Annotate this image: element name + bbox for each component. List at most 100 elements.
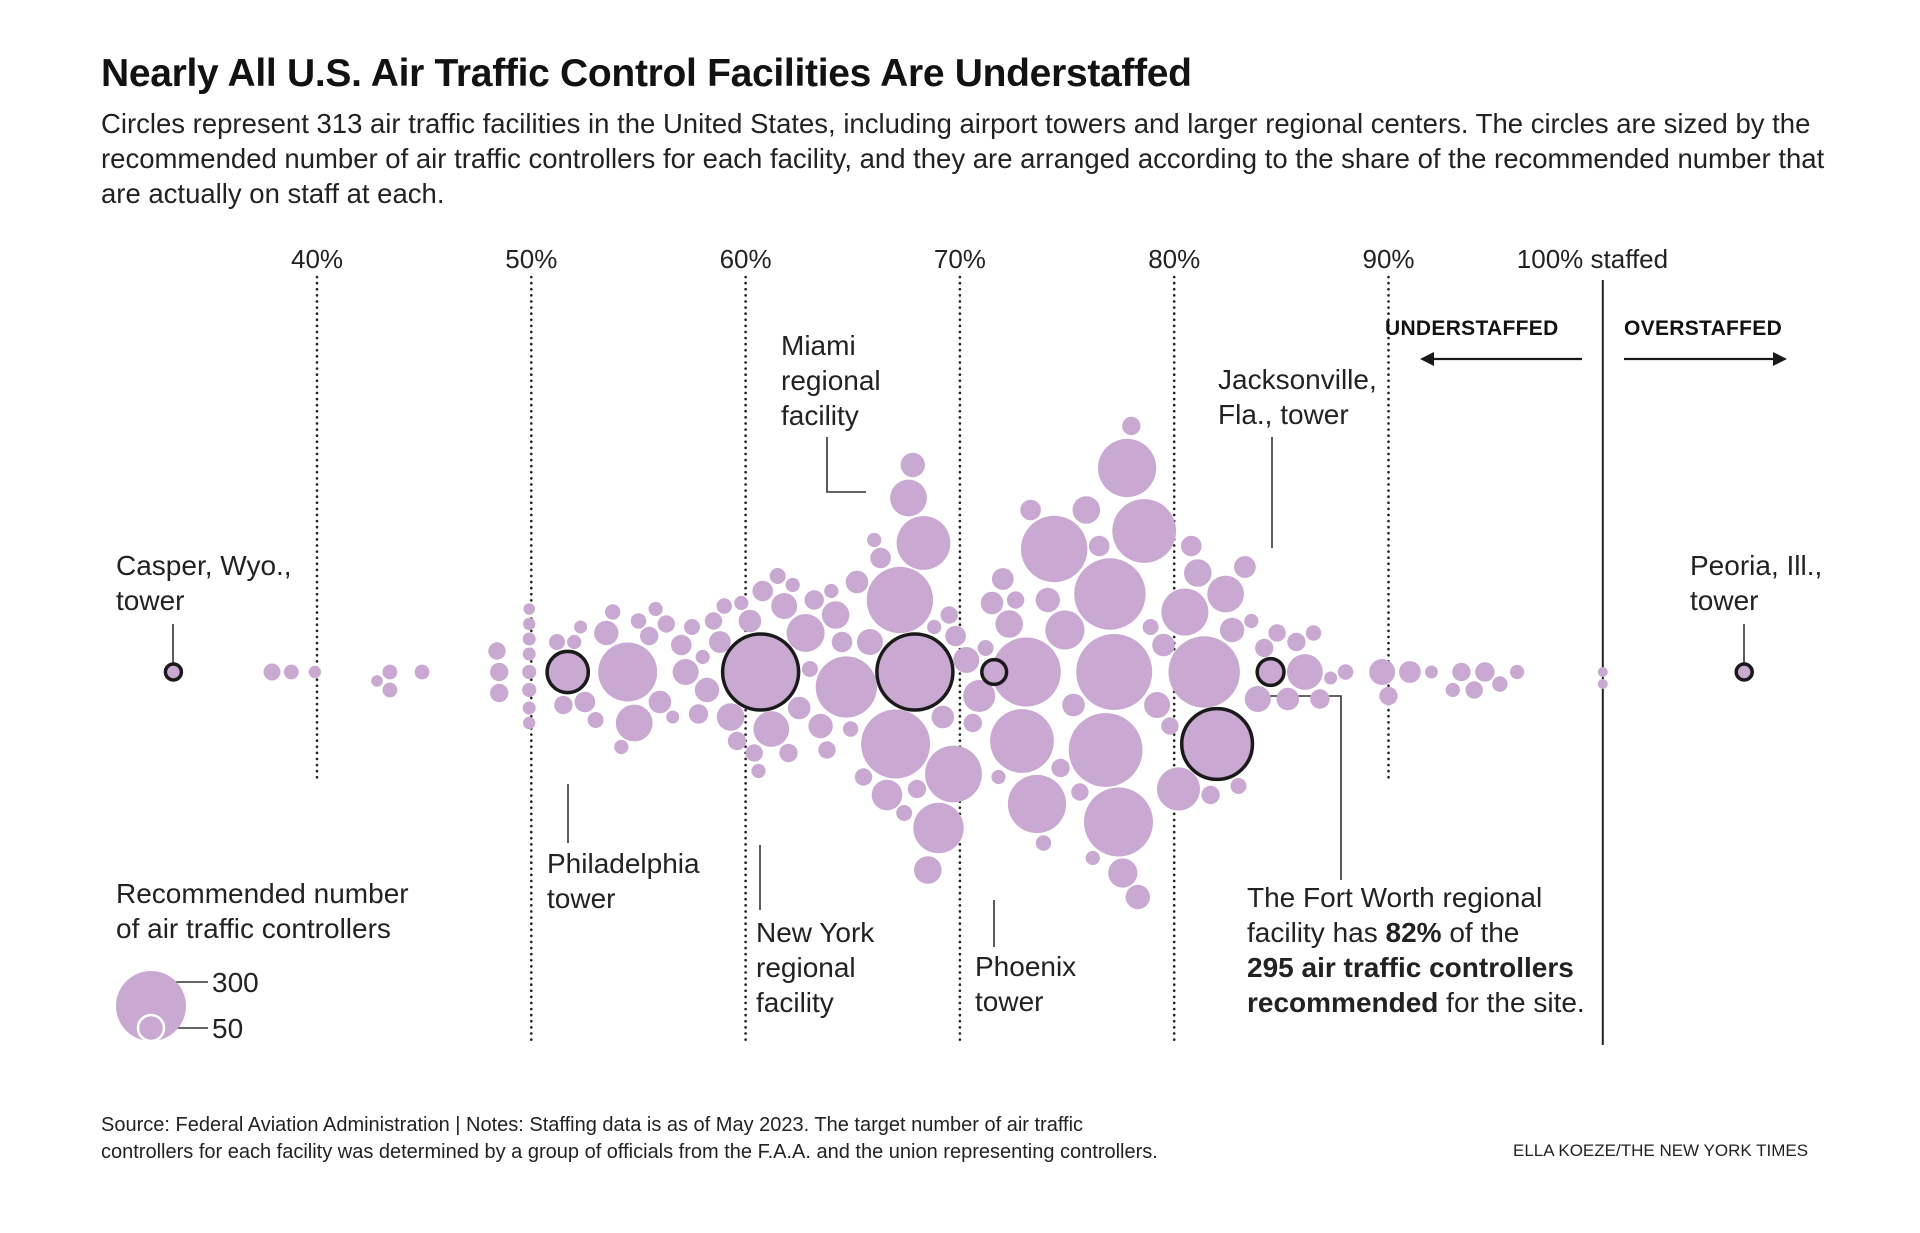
footer-line: Source: Federal Aviation Administration … (101, 1114, 1084, 1136)
facility-circle (1337, 664, 1354, 680)
facility-circle (1006, 591, 1025, 609)
facility-circle (945, 625, 966, 647)
facility-circle (523, 716, 536, 730)
facility-circle (801, 661, 818, 677)
facility-circle (991, 769, 1006, 785)
facility-circle (977, 640, 994, 656)
annotation-jacksonville: Jacksonville, Fla., tower (1218, 362, 1377, 432)
footer-line: controllers for each facility was determ… (101, 1141, 1158, 1163)
facility-circle (1255, 638, 1274, 658)
facility-circle (371, 675, 383, 687)
facility-circle-jacksonville-fla-tower (1255, 656, 1286, 688)
facility-circle (1125, 884, 1151, 910)
facility-circle (734, 595, 749, 611)
facility-circle (522, 647, 536, 661)
facility-circle (709, 631, 731, 653)
facility-circle (1399, 661, 1421, 683)
tick-label-50: 50% (505, 244, 558, 274)
facility-circle (1244, 613, 1259, 629)
overstaffed-label: OVERSTAFFED (1624, 317, 1783, 340)
facility-circle (1088, 535, 1110, 557)
facility-circle (1475, 662, 1495, 682)
facility-circle (630, 613, 647, 629)
facility-circle (549, 634, 565, 650)
facility-circle (574, 691, 596, 713)
facility-circle (815, 656, 877, 718)
annotation-phoenix: Phoenix tower (975, 949, 1076, 1019)
facility-circle (1062, 693, 1085, 717)
facility-circle (1510, 664, 1525, 680)
facility-circle (1324, 671, 1338, 685)
facility-circle (821, 601, 850, 629)
facility-circle (866, 566, 934, 634)
text-bold: recommended (1247, 987, 1439, 1018)
tick-label-70: 70% (933, 244, 986, 274)
facility-circle (727, 731, 747, 751)
facility-circle (1305, 625, 1322, 641)
annotation-philadelphia: Philadelphia tower (547, 846, 700, 916)
count-bold: 295 air traffic controllers (1247, 952, 1574, 983)
facility-circle (490, 662, 509, 682)
annotation-line: Peoria, Ill., (1690, 550, 1823, 581)
legend-circle-50 (136, 1013, 166, 1043)
annotation-line: tower (116, 585, 185, 616)
annotation-miami: Miami regional facility (781, 328, 881, 433)
footer-notes: Source: Federal Aviation Administration … (101, 1112, 1158, 1166)
facility-circle (1152, 633, 1175, 657)
facility-circle (913, 802, 964, 854)
facility-circle (1051, 758, 1070, 778)
facility-circle (1071, 783, 1089, 801)
facility-circle (1230, 778, 1247, 794)
chart-title: Nearly All U.S. Air Traffic Control Faci… (101, 52, 1192, 95)
facility-circle (752, 580, 773, 602)
pct-bold: 82% (1385, 917, 1442, 948)
facility-circle (842, 721, 859, 737)
facility-circle (694, 677, 720, 703)
facility-circle (927, 619, 942, 635)
annotation-casper: Casper, Wyo., tower (116, 548, 292, 618)
facility-circle (666, 710, 680, 724)
facility-circle (931, 705, 955, 729)
facility-circle (382, 664, 398, 680)
facility-circle (1492, 676, 1508, 692)
facility-circle (824, 583, 839, 599)
facility-circle (615, 704, 653, 742)
facility-circle (856, 629, 883, 655)
facility-circle (925, 745, 982, 803)
facility-circle (787, 696, 811, 720)
text: facility has (1247, 917, 1386, 948)
facility-circle (940, 606, 958, 624)
facility-circle (587, 712, 604, 728)
annotation-line: Jacksonville, (1218, 364, 1377, 395)
facility-circle (1168, 636, 1240, 708)
legend-title-line: of air traffic controllers (116, 913, 391, 944)
legend-label-50: 50 (212, 1013, 244, 1044)
overstaffed-arrowhead (1773, 352, 1787, 366)
facility-circle (1045, 610, 1085, 650)
annotation-line: facility has 82% of the (1247, 915, 1585, 950)
facility-circle (1076, 634, 1153, 710)
facility-circle (1074, 558, 1146, 630)
facility-circle (1597, 667, 1608, 677)
facility-circle (896, 805, 913, 821)
facility-circle (953, 647, 980, 673)
facility-circle (980, 591, 1004, 615)
facility-circle (523, 617, 536, 631)
facility-circle-peoria-ill-tower (1734, 662, 1754, 682)
tick-label-100: 100% staffed (1516, 244, 1669, 274)
facility-circle (738, 609, 762, 633)
facility-circle (605, 604, 621, 620)
text: for the site. (1438, 987, 1585, 1018)
facility-circle (1161, 588, 1209, 636)
facility-circle (1108, 858, 1138, 888)
facility-circle (1452, 662, 1471, 682)
facility-circle (1369, 659, 1396, 685)
facility-circle (907, 779, 927, 799)
facility-circle (640, 626, 659, 646)
facility-circle (1020, 499, 1041, 521)
annotation-line: 295 air traffic controllers (1247, 950, 1585, 985)
annotation-line: tower (547, 883, 616, 914)
facility-circle (1084, 787, 1153, 857)
facility-circle (786, 614, 825, 652)
